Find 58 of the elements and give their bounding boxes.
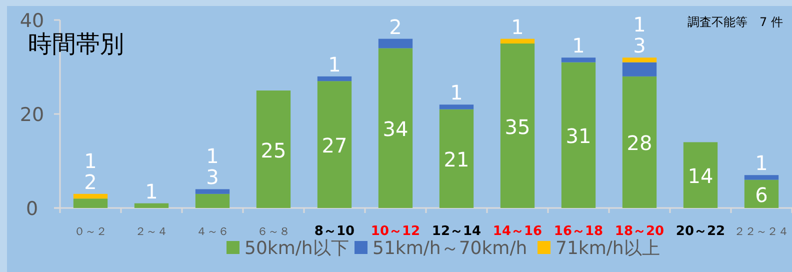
data-label: 27 <box>322 134 348 158</box>
data-label: 1 <box>511 14 524 39</box>
x-tick-label: ２２～２４ <box>734 225 789 238</box>
chart-title: 時間帯別 <box>28 30 124 58</box>
data-label: 2 <box>389 14 402 39</box>
x-tick-label: 14～16 <box>492 224 542 239</box>
bar <box>378 48 413 208</box>
x-tick-label: ６～８ <box>257 225 290 238</box>
bar <box>439 104 474 110</box>
bar <box>561 62 596 208</box>
bar <box>622 62 657 76</box>
bar <box>622 76 657 208</box>
bar <box>73 194 108 199</box>
annotation: 調査不能等 7 件 <box>688 15 783 29</box>
bar <box>378 38 413 48</box>
bar <box>683 142 718 208</box>
data-label: 31 <box>566 124 592 148</box>
y-tick-label: 20 <box>20 104 44 126</box>
x-tick-label: 10～12 <box>370 224 420 239</box>
x-tick-label: 20～22 <box>676 224 726 239</box>
bar <box>134 203 169 208</box>
bar <box>195 194 230 208</box>
y-tick-label: 0 <box>26 198 38 220</box>
bar <box>744 180 779 208</box>
bar <box>744 175 779 180</box>
bar <box>561 58 596 62</box>
data-label: 21 <box>444 148 470 172</box>
bar <box>195 189 230 194</box>
legend-label: 71km/h以上 <box>556 238 660 259</box>
x-tick-label: ０～２ <box>74 225 107 238</box>
data-label: 35 <box>504 114 530 139</box>
bar <box>317 81 352 208</box>
legend-label: 50km/h以下 <box>244 238 349 259</box>
bar <box>500 38 535 44</box>
x-tick-label: ４～６ <box>196 225 229 238</box>
bar <box>73 198 108 208</box>
data-label: 1 <box>450 80 463 105</box>
data-label: 1 <box>145 179 158 204</box>
data-label: 1 <box>572 34 585 58</box>
x-tick-label: 12～14 <box>432 224 482 239</box>
bar <box>622 58 657 62</box>
y-tick-label: 40 <box>20 10 44 32</box>
data-label: 1 <box>755 151 768 176</box>
x-tick-label: 18～20 <box>614 224 664 239</box>
data-label: 14 <box>688 164 714 188</box>
data-label: 34 <box>382 117 408 142</box>
bar <box>500 44 535 208</box>
legend-label: 51km/h～70km/h <box>372 238 528 259</box>
x-tick-label: 8～10 <box>314 224 355 239</box>
bar <box>256 90 291 208</box>
x-tick-label: ２～４ <box>135 225 168 238</box>
x-tick-label: 16～18 <box>554 224 604 239</box>
bar <box>439 109 474 208</box>
data-label: 1 <box>328 52 341 76</box>
data-label: 28 <box>626 131 652 156</box>
bar <box>317 76 352 82</box>
data-label: 25 <box>260 138 286 162</box>
data-label: 6 <box>755 182 768 207</box>
